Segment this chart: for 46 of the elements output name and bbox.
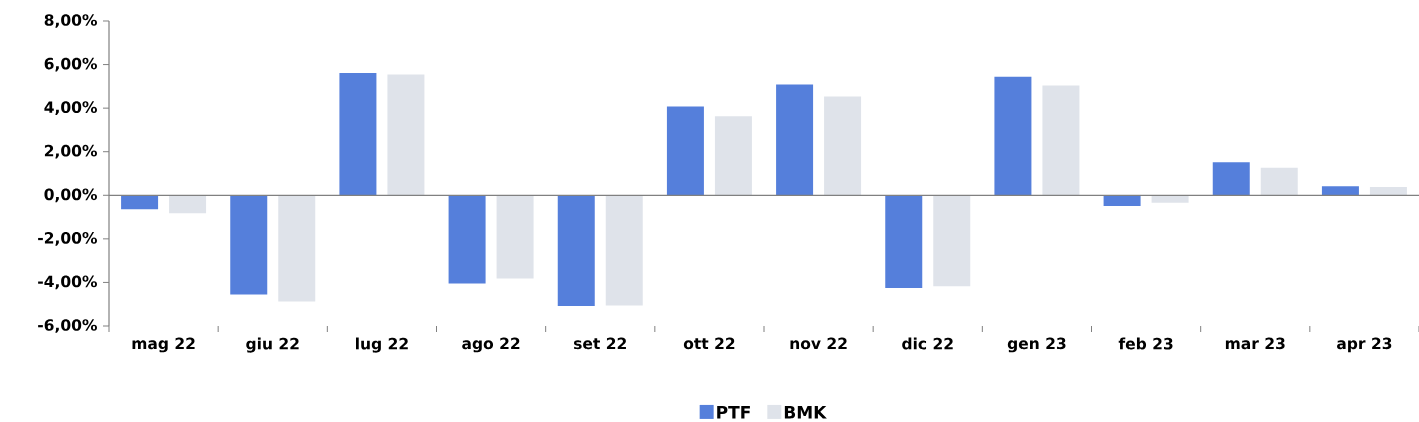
bar [666,106,704,196]
x-tick-label: ott 22 [683,337,735,350]
bar [387,74,425,196]
x-tick-label: dic 22 [902,337,953,350]
bar [714,116,752,196]
bar [121,195,159,210]
x-tick-label: lug 22 [356,337,408,353]
x-tick-label: apr 23 [1337,337,1392,353]
x-tick-label: nov 22 [790,337,847,350]
bar [1042,85,1080,196]
x-tick-label: mag 22 [132,337,195,353]
x-tick-label: feb 23 [1118,337,1173,350]
bar [1260,167,1298,196]
bar [1151,195,1189,203]
bar [557,195,595,306]
bar [824,96,862,196]
bar [1369,187,1407,196]
bar [496,195,534,279]
y-tick-label: 6,00% [44,57,97,72]
x-tick-label: set 22 [573,337,626,350]
legend-label: BMK [784,405,827,419]
bar [1103,195,1141,206]
legend-label: PTF [717,405,750,419]
bar [1321,186,1359,196]
x-tick-label: ago 22 [462,337,520,353]
y-tick-label: -2,00% [38,232,97,246]
y-tick-label: 4,00% [44,101,97,115]
x-tick-label: gen 23 [1007,337,1066,353]
bar [885,195,923,289]
x-tick-label: mar 23 [1225,337,1285,350]
bar [448,195,486,284]
y-tick-label: 0,00% [44,188,97,203]
y-tick-label: 2,00% [44,144,97,159]
bar [1212,162,1250,196]
bar [169,195,207,214]
bar [339,73,377,196]
bar [605,195,643,306]
x-tick-label: giu 22 [246,337,299,353]
bar [278,195,316,302]
bar [230,195,268,295]
y-tick-label: -6,00% [38,319,97,333]
bar [933,195,971,287]
y-tick-label: 8,00% [44,14,97,28]
bar [994,76,1032,196]
bar [776,84,814,196]
y-tick-label: -4,00% [38,275,97,290]
